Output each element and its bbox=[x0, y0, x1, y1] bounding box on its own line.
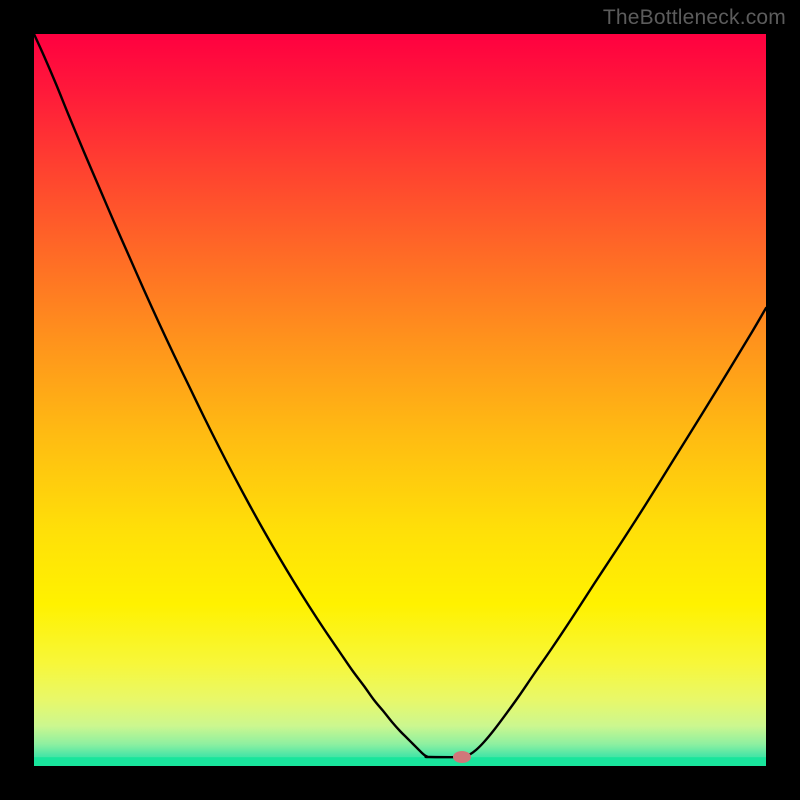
chart-frame: TheBottleneck.com bbox=[0, 0, 800, 800]
bottleneck-chart bbox=[34, 34, 766, 766]
chart-background bbox=[34, 34, 766, 766]
watermark-text: TheBottleneck.com bbox=[603, 6, 786, 30]
bottom-band bbox=[34, 757, 766, 766]
optimal-point-marker bbox=[453, 751, 471, 763]
